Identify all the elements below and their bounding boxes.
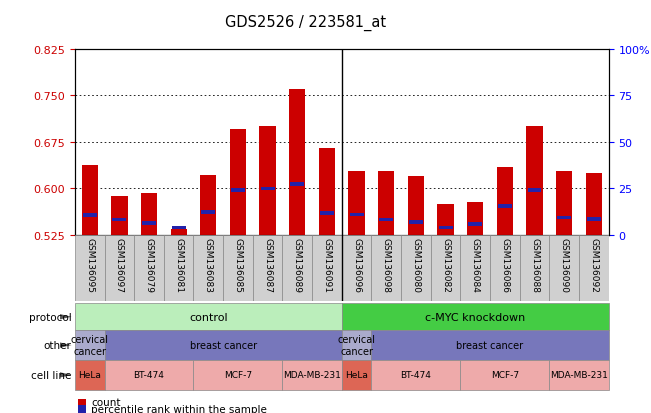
- Text: GSM136095: GSM136095: [85, 237, 94, 292]
- Bar: [223, 235, 253, 301]
- Text: GSM136090: GSM136090: [560, 237, 569, 292]
- Bar: [193, 235, 223, 301]
- Text: GDS2526 / 223581_at: GDS2526 / 223581_at: [225, 14, 387, 31]
- Bar: [289, 90, 305, 235]
- Bar: [81, 166, 98, 235]
- Bar: [431, 235, 460, 301]
- Bar: [201, 211, 215, 214]
- Polygon shape: [60, 314, 72, 320]
- Bar: [401, 235, 431, 301]
- Bar: [439, 226, 452, 230]
- Text: GSM136096: GSM136096: [352, 237, 361, 292]
- Text: GSM136088: GSM136088: [530, 237, 539, 292]
- Text: GSM136081: GSM136081: [174, 237, 183, 292]
- Text: GSM136079: GSM136079: [145, 237, 154, 292]
- Bar: [519, 235, 549, 301]
- Text: MCF-7: MCF-7: [224, 370, 252, 380]
- Bar: [290, 183, 304, 187]
- Bar: [312, 235, 342, 301]
- Bar: [320, 212, 334, 216]
- Text: breast cancer: breast cancer: [456, 340, 523, 350]
- Text: GSM136092: GSM136092: [589, 237, 598, 292]
- Bar: [468, 222, 482, 226]
- Bar: [467, 203, 484, 235]
- Text: BT-474: BT-474: [133, 370, 165, 380]
- Text: GSM136080: GSM136080: [411, 237, 421, 292]
- Bar: [260, 127, 276, 235]
- Bar: [83, 214, 96, 218]
- Text: cell line: cell line: [31, 370, 72, 380]
- Text: control: control: [189, 312, 228, 322]
- Bar: [230, 130, 246, 235]
- Bar: [348, 172, 365, 235]
- Text: GSM136097: GSM136097: [115, 237, 124, 292]
- Bar: [556, 172, 572, 235]
- Text: GSM136089: GSM136089: [293, 237, 302, 292]
- Bar: [134, 235, 164, 301]
- Bar: [342, 235, 372, 301]
- Bar: [437, 204, 454, 235]
- Bar: [380, 218, 393, 222]
- Text: GSM136086: GSM136086: [501, 237, 509, 292]
- Bar: [172, 226, 186, 230]
- Text: HeLa: HeLa: [345, 370, 368, 380]
- Text: GSM136083: GSM136083: [204, 237, 213, 292]
- Bar: [200, 176, 217, 235]
- Bar: [490, 235, 519, 301]
- Bar: [372, 235, 401, 301]
- Text: other: other: [44, 340, 72, 350]
- Text: cervical
cancer: cervical cancer: [71, 335, 109, 356]
- Bar: [171, 229, 187, 235]
- Bar: [283, 235, 312, 301]
- Bar: [75, 235, 105, 301]
- Bar: [587, 218, 601, 221]
- Bar: [253, 235, 283, 301]
- Bar: [498, 204, 512, 208]
- Text: GSM136087: GSM136087: [263, 237, 272, 292]
- Polygon shape: [60, 343, 72, 348]
- Bar: [527, 127, 543, 235]
- Bar: [408, 177, 424, 235]
- Text: MDA-MB-231: MDA-MB-231: [550, 370, 608, 380]
- Text: percentile rank within the sample: percentile rank within the sample: [91, 404, 267, 413]
- Text: breast cancer: breast cancer: [189, 340, 256, 350]
- Text: GSM136085: GSM136085: [234, 237, 242, 292]
- Bar: [409, 221, 423, 224]
- Bar: [260, 187, 275, 191]
- Bar: [557, 216, 571, 220]
- Bar: [586, 173, 602, 235]
- Bar: [549, 235, 579, 301]
- Text: MCF-7: MCF-7: [491, 370, 519, 380]
- Text: MDA-MB-231: MDA-MB-231: [283, 370, 341, 380]
- Text: GSM136098: GSM136098: [381, 237, 391, 292]
- Bar: [141, 193, 157, 235]
- Bar: [111, 197, 128, 235]
- Bar: [527, 188, 542, 192]
- Bar: [113, 218, 126, 222]
- Bar: [378, 172, 395, 235]
- Bar: [142, 222, 156, 225]
- Polygon shape: [60, 373, 72, 377]
- Bar: [319, 149, 335, 235]
- Text: c-MYC knockdown: c-MYC knockdown: [425, 312, 525, 322]
- Text: BT-474: BT-474: [400, 370, 432, 380]
- Text: cervical
cancer: cervical cancer: [338, 335, 376, 356]
- Bar: [579, 235, 609, 301]
- Text: count: count: [91, 397, 120, 408]
- Text: GSM136091: GSM136091: [322, 237, 331, 292]
- Text: protocol: protocol: [29, 312, 72, 322]
- Text: HeLa: HeLa: [78, 370, 101, 380]
- Bar: [164, 235, 193, 301]
- Bar: [231, 188, 245, 192]
- Bar: [105, 235, 134, 301]
- Text: GSM136084: GSM136084: [471, 237, 480, 292]
- Text: GSM136082: GSM136082: [441, 237, 450, 292]
- Bar: [460, 235, 490, 301]
- Bar: [350, 213, 363, 217]
- Bar: [497, 167, 513, 235]
